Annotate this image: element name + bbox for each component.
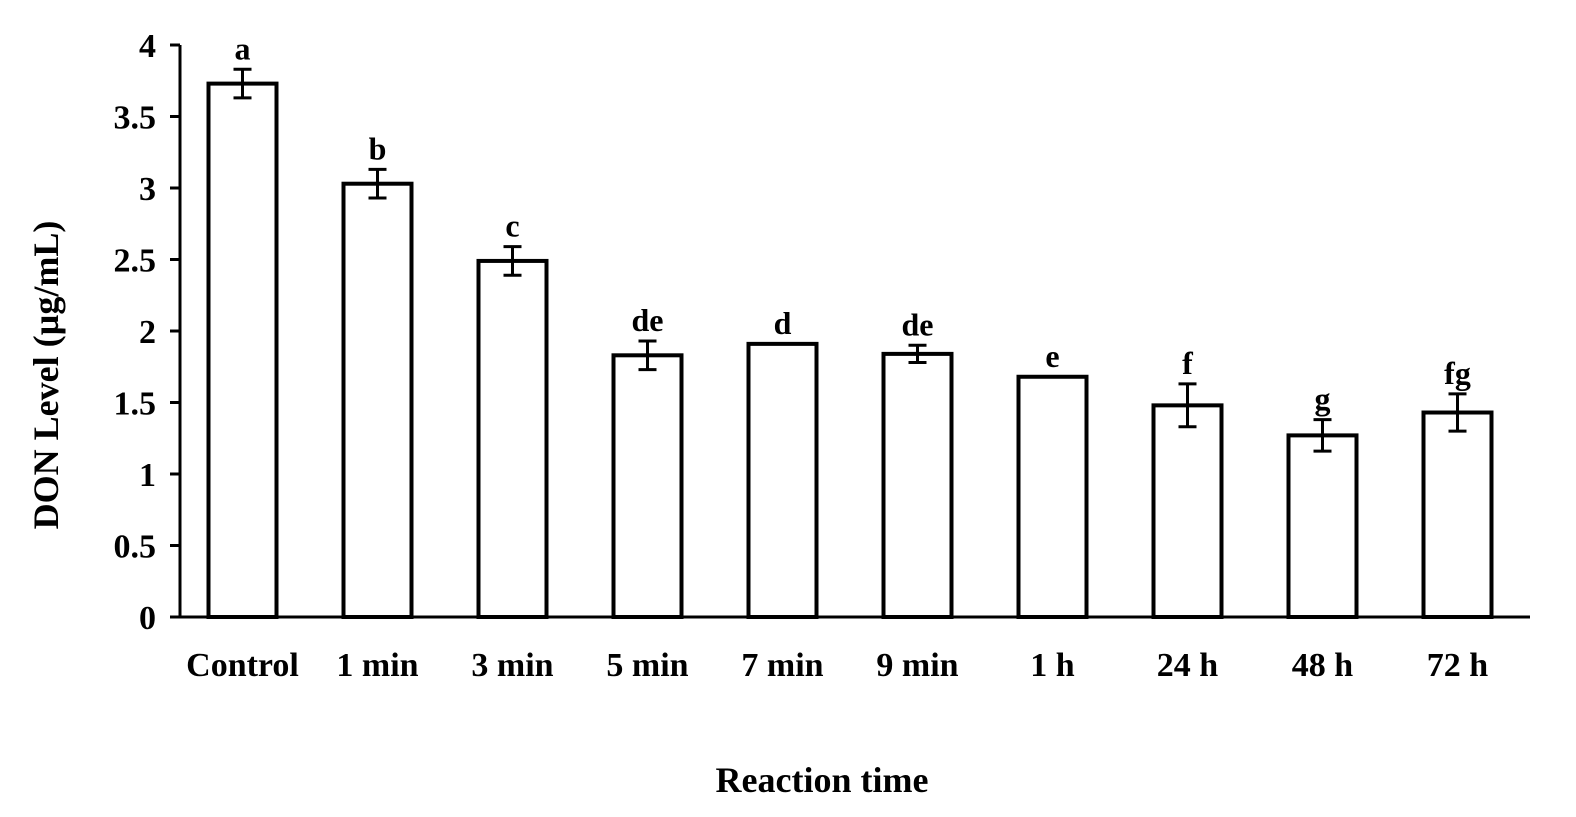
bar <box>1286 433 1359 620</box>
significance-letter: de <box>902 306 934 342</box>
error-bar <box>1313 418 1332 453</box>
y-tick-label: 1.5 <box>114 386 157 423</box>
y-tick-label: 3.5 <box>114 100 157 137</box>
x-category-label: Control <box>186 647 299 684</box>
x-category-label: 1 min <box>336 647 418 684</box>
bar <box>476 258 549 619</box>
x-category-label: 5 min <box>606 647 688 684</box>
bar <box>611 353 684 619</box>
error-bars <box>233 67 1467 453</box>
y-tick-label: 0.5 <box>114 529 157 566</box>
significance-letter: f <box>1182 345 1193 381</box>
bar <box>1421 410 1494 620</box>
bars <box>206 81 1494 620</box>
bar <box>341 181 414 620</box>
bar <box>1151 403 1224 619</box>
x-axis-category-labels: Control 1 min 3 min 5 min 7 min 9 min 1 h 24 h 4… <box>186 647 1488 684</box>
y-axis-title: DON Level (µg/mL) <box>26 221 66 530</box>
significance-letter: fg <box>1444 355 1471 391</box>
significance-letter: g <box>1315 381 1331 417</box>
significance-letter: a <box>235 30 251 66</box>
bar <box>746 341 819 619</box>
x-category-label: 3 min <box>471 647 553 684</box>
error-bar <box>638 339 657 372</box>
y-tick-label: 3 <box>139 171 156 208</box>
x-category-label: 24 h <box>1157 647 1219 684</box>
significance-letter: b <box>369 130 387 166</box>
error-bar <box>503 245 522 277</box>
x-category-label: 48 h <box>1292 647 1354 684</box>
y-tick-label: 2.5 <box>114 243 157 280</box>
error-bar <box>908 343 927 364</box>
x-category-label: 7 min <box>741 647 823 684</box>
significance-letter: e <box>1045 338 1059 374</box>
y-axis-ticks: 0 0.5 1 1.5 2 2.5 3 3.5 4 <box>114 28 180 637</box>
error-bar <box>368 167 387 200</box>
error-bar <box>1178 382 1197 429</box>
bar <box>881 351 954 619</box>
y-tick-label: 2 <box>139 314 156 351</box>
x-axis-title: Reaction time <box>716 760 929 800</box>
bar <box>1016 374 1089 620</box>
significance-letter: c <box>505 208 519 244</box>
x-category-label: 9 min <box>876 647 958 684</box>
significance-letter: d <box>774 305 792 341</box>
x-category-label: 72 h <box>1427 647 1489 684</box>
bar <box>206 81 279 620</box>
y-tick-label: 1 <box>139 457 156 494</box>
y-tick-label: 4 <box>139 28 156 65</box>
y-tick-label: 0 <box>139 600 156 637</box>
error-bar <box>1448 392 1467 433</box>
significance-letter: de <box>632 302 664 338</box>
error-bar <box>233 67 252 100</box>
x-category-label: 1 h <box>1030 647 1075 684</box>
